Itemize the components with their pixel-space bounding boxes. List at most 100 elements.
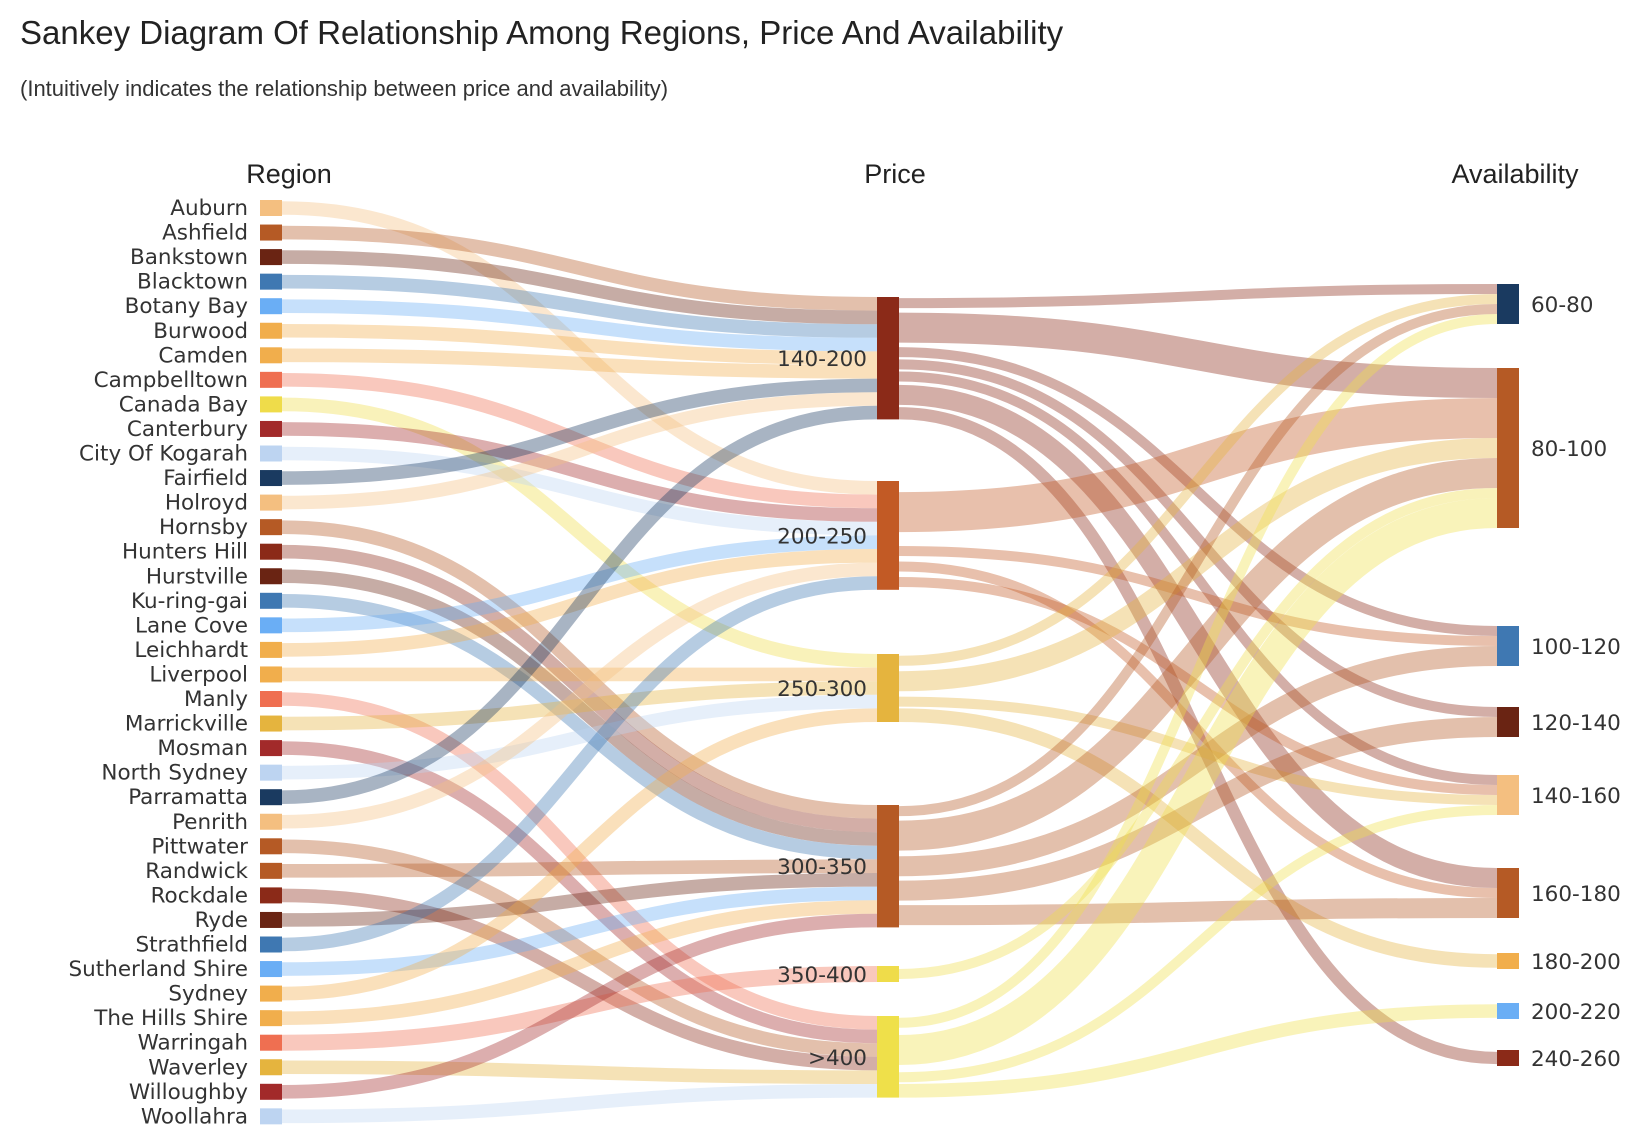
region-node-bankstown[interactable] [260,249,282,266]
price-label-250-300: 250-300 [777,677,867,702]
availability-node-160-180[interactable] [1497,868,1519,918]
region-node-fairfield[interactable] [260,470,282,487]
availability-label-120-140: 120-140 [1531,711,1621,736]
link-sutherland-shire-to-300-350 [281,886,878,976]
region-node-burwood[interactable] [260,322,282,339]
region-node-sydney[interactable] [260,985,282,1002]
region-node-marrickville[interactable] [260,715,282,732]
availability-node-100-120[interactable] [1497,626,1519,666]
region-node-willoughby[interactable] [260,1083,282,1100]
region-label-city-of-kogarah: City Of Kogarah [79,442,248,467]
region-node-strathfield[interactable] [260,936,282,953]
availability-node-80-100[interactable] [1497,368,1519,528]
link-200-250-to-80-100 [898,398,1498,533]
link-leichhardt-to-200-250 [281,549,878,657]
link-400-to-200-220 [898,1004,1498,1098]
region-node-campbelltown[interactable] [260,371,282,388]
link-penrith-to-200-250 [281,562,878,829]
link-140-200-to-100-120 [898,347,1498,636]
region-node-hurstville[interactable] [260,568,282,585]
price-label-200-250: 200-250 [777,524,867,549]
region-node-camden[interactable] [260,347,282,364]
region-label-marrickville: Marrickville [125,712,248,737]
availability-node-140-160[interactable] [1497,775,1519,815]
region-label-willoughby: Willoughby [129,1080,248,1105]
link-ryde-to-300-350 [281,873,878,927]
region-node-leichhardt[interactable] [260,641,282,658]
region-node-penrith[interactable] [260,813,282,830]
link-300-350-to-60-80 [898,304,1498,817]
region-node-warringah[interactable] [260,1034,282,1051]
price-node-350-400[interactable] [877,966,899,982]
region-label-randwick: Randwick [145,859,248,884]
region-label-warringah: Warringah [138,1031,248,1056]
region-node-canterbury[interactable] [260,420,282,437]
region-node-parramatta[interactable] [260,789,282,806]
price-node-300-350[interactable] [877,805,899,928]
region-node-ryde[interactable] [260,911,282,928]
price-node-200-250[interactable] [877,481,899,590]
link-200-250-to-160-180 [898,561,1498,898]
region-node-ashfield[interactable] [260,224,282,241]
region-node-botany-bay[interactable] [260,298,282,315]
region-label-canada-bay: Canada Bay [119,392,249,417]
link-rockdale-to-400 [281,888,878,1071]
link-140-200-to-120-140 [898,359,1498,717]
region-label-manly: Manly [184,687,248,712]
region-node-mosman[interactable] [260,740,282,757]
region-label-ryde: Ryde [195,908,248,933]
link-300-350-to-100-120 [898,646,1498,877]
link-400-to-140-160 [898,805,1498,1083]
region-node-ku-ring-gai[interactable] [260,592,282,609]
region-node-liverpool[interactable] [260,666,282,683]
link-140-200-to-60-80 [898,284,1498,309]
link-holroyd-to-140-200 [281,392,878,510]
region-label-botany-bay: Botany Bay [125,294,249,319]
region-label-rockdale: Rockdale [151,883,248,908]
region-node-sutherland-shire[interactable] [260,961,282,978]
region-label-canterbury: Canterbury [127,417,248,442]
region-node-holroyd[interactable] [260,494,282,511]
region-node-lane-cove[interactable] [260,617,282,634]
region-label-hornsby: Hornsby [159,515,248,540]
region-label-waverley: Waverley [148,1055,248,1080]
link-400-to-80-100 [898,498,1498,1065]
availability-node-180-200[interactable] [1497,953,1519,969]
region-node-city-of-kogarah[interactable] [260,445,282,462]
region-label-fairfield: Fairfield [163,466,248,491]
chart-title: Sankey Diagram Of Relationship Among Reg… [20,14,1064,51]
region-node-the-hills-shire[interactable] [260,1010,282,1027]
price-label-140-200: 140-200 [777,347,867,372]
price-node-400[interactable] [877,1016,899,1098]
region-node-hunters-hill[interactable] [260,543,282,560]
price-node-140-200[interactable] [877,297,899,420]
availability-node-120-140[interactable] [1497,707,1519,737]
region-node-blacktown[interactable] [260,273,282,290]
region-node-randwick[interactable] [260,862,282,879]
region-node-woollahra[interactable] [260,1108,282,1125]
link-140-200-to-160-180 [898,384,1498,888]
region-node-canada-bay[interactable] [260,396,282,413]
availability-node-200-220[interactable] [1497,1003,1519,1019]
availability-node-240-260[interactable] [1497,1050,1519,1066]
region-node-pittwater[interactable] [260,838,282,855]
region-label-ku-ring-gai: Ku-ring-gai [131,589,248,614]
link-city-of-kogarah-to-200-250 [281,446,878,536]
region-label-sydney: Sydney [168,982,248,1007]
availability-label-80-100: 80-100 [1531,437,1607,462]
region-node-auburn[interactable] [260,200,282,216]
region-node-north-sydney[interactable] [260,764,282,781]
link-woollahra-to-400 [281,1084,878,1124]
link-140-200-to-140-160 [898,371,1498,785]
region-label-liverpool: Liverpool [149,662,248,687]
region-node-rockdale[interactable] [260,887,282,904]
link-lane-cove-to-200-250 [281,535,878,633]
availability-node-60-80[interactable] [1497,284,1519,324]
link-hurstville-to-300-350 [281,569,878,846]
link-250-300-to-140-160 [898,696,1498,805]
region-node-manly[interactable] [260,691,282,707]
region-node-hornsby[interactable] [260,519,282,536]
price-node-250-300[interactable] [877,654,899,722]
region-node-waverley[interactable] [260,1059,282,1076]
